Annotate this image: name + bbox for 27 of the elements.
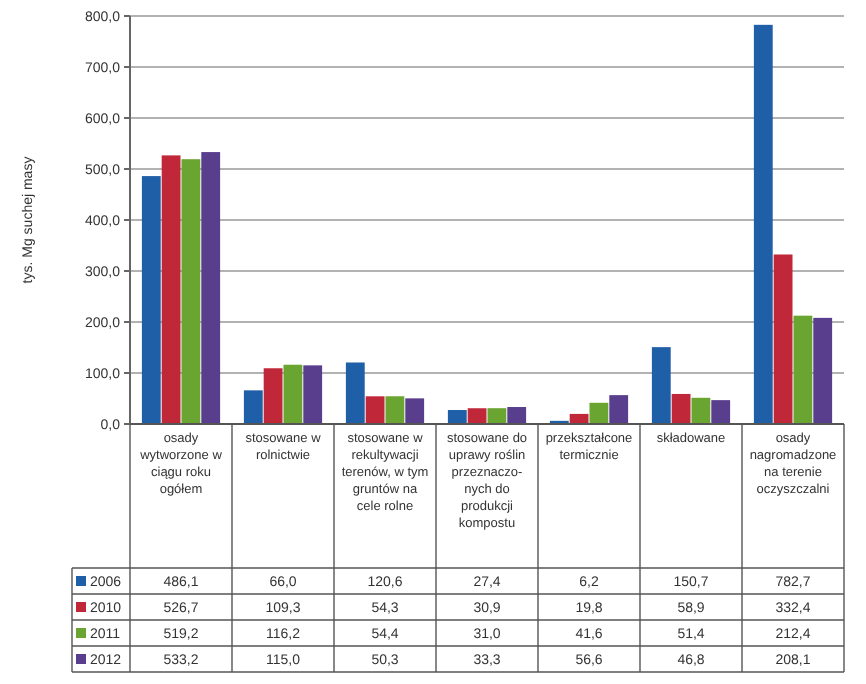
- bar: [487, 408, 507, 424]
- bar: [671, 393, 691, 424]
- bar: [753, 24, 773, 424]
- bar: [569, 413, 589, 424]
- bar: [711, 400, 731, 424]
- bar: [773, 254, 793, 424]
- bar: [161, 155, 181, 424]
- bar: [813, 317, 833, 424]
- bar: [243, 390, 263, 424]
- bar: [303, 365, 323, 424]
- bar: [385, 396, 405, 424]
- bar: [609, 395, 629, 424]
- bar: [283, 364, 303, 424]
- bar: [263, 368, 283, 424]
- bar: [793, 315, 813, 424]
- bar: [447, 410, 467, 424]
- bar: [589, 402, 609, 424]
- bar: [201, 152, 221, 424]
- bar: [467, 408, 487, 424]
- bar: [181, 159, 201, 424]
- bar: [507, 407, 527, 424]
- bar: [405, 398, 425, 424]
- bar: [345, 362, 365, 424]
- bar: [651, 347, 671, 424]
- bar: [691, 397, 711, 424]
- bar: [365, 396, 385, 424]
- bar: [141, 176, 161, 424]
